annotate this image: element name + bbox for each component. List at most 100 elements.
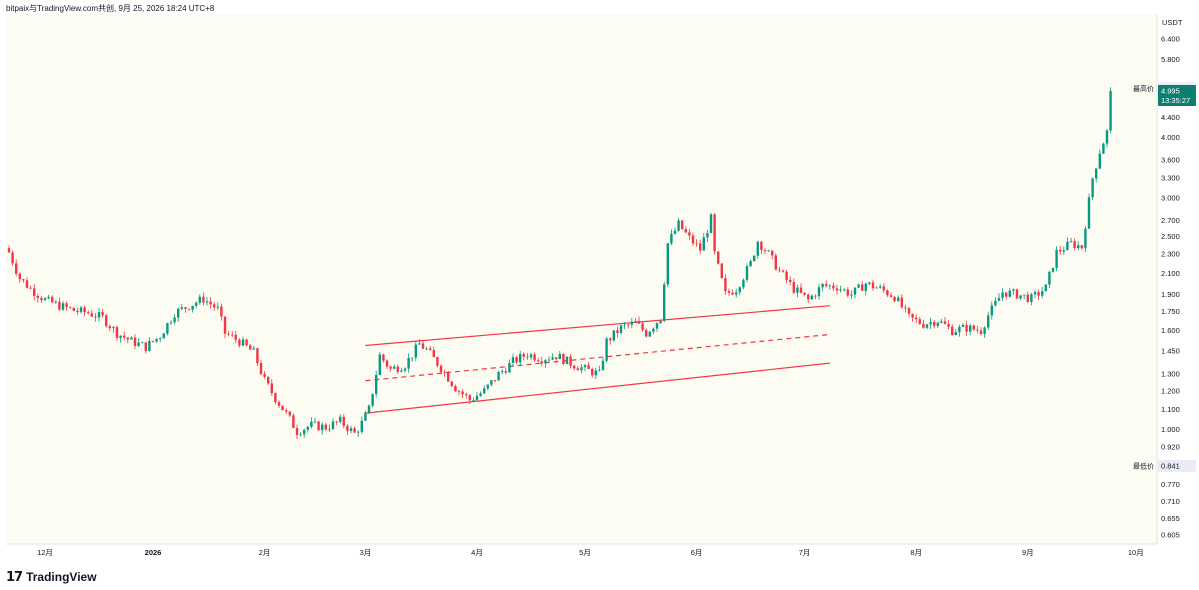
price-tick-label: 2.700 — [1161, 216, 1180, 225]
candle-body — [245, 339, 248, 346]
candle-body — [159, 338, 162, 340]
price-tick-label: 1.000 — [1161, 425, 1180, 434]
candle-body — [961, 324, 965, 327]
candle-body — [1084, 228, 1087, 249]
candle-body — [702, 237, 705, 251]
candle-body — [987, 315, 990, 328]
candle-body — [936, 322, 939, 326]
candle-body — [778, 269, 781, 271]
candle-body — [731, 292, 734, 295]
candle-body — [133, 337, 137, 346]
candle-body — [281, 405, 284, 411]
last-price-tag — [1158, 84, 1196, 106]
candle-body — [749, 260, 752, 267]
plot-background — [6, 14, 1157, 544]
candle-body — [648, 331, 651, 337]
candle-body — [565, 356, 569, 364]
candle-body — [1012, 289, 1015, 291]
candle-body — [180, 307, 183, 309]
candle-body — [155, 338, 158, 342]
candle-body — [72, 307, 75, 311]
candle-body — [954, 332, 957, 336]
price-tick-label: 1.600 — [1161, 326, 1180, 335]
candle-body — [144, 342, 147, 351]
tradingview-logo[interactable]: 17 TradingView — [6, 570, 97, 585]
candle-body — [7, 248, 11, 253]
candle-body — [385, 360, 389, 367]
candle-body — [313, 421, 317, 423]
candle-body — [1077, 245, 1080, 248]
price-chart[interactable]: 6.4005.8005.0534.4004.0003.6003.3003.000… — [0, 0, 1199, 565]
candle-body — [400, 370, 403, 372]
candle-body — [303, 429, 306, 435]
candle-body — [846, 289, 849, 296]
candle-body — [907, 307, 911, 314]
candle-body — [555, 357, 558, 360]
price-tick-label: 0.770 — [1161, 480, 1180, 489]
footer: 17 TradingView — [6, 567, 97, 587]
channel-upper-line[interactable] — [365, 305, 830, 347]
candle-body — [249, 345, 252, 350]
time-tick-label: 9月 — [1022, 548, 1034, 557]
candle-body — [468, 395, 471, 401]
candle-body — [699, 243, 702, 251]
channel-lower-line[interactable] — [365, 362, 830, 414]
candle-body — [47, 296, 50, 299]
candle-body — [861, 284, 864, 291]
candle-body — [256, 348, 259, 364]
candle-body — [720, 263, 723, 279]
channel-middle-line[interactable] — [365, 333, 830, 382]
candle-body — [195, 302, 198, 306]
candle-body — [378, 354, 381, 375]
candle-body — [87, 312, 90, 314]
candle-body — [965, 324, 968, 332]
candle-body — [1033, 292, 1037, 295]
candle-body — [569, 356, 572, 366]
candle-body — [69, 307, 72, 308]
candle-body — [1051, 267, 1055, 272]
candle-body — [515, 357, 518, 363]
parallel-channel[interactable] — [365, 305, 830, 414]
price-tick-label: 1.200 — [1161, 387, 1180, 396]
time-tick-label: 3月 — [360, 548, 372, 557]
candle-body — [508, 362, 511, 373]
time-tick-label: 7月 — [799, 548, 811, 557]
candle-body — [522, 354, 525, 357]
candle-body — [580, 367, 583, 371]
price-tick-label: 4.400 — [1161, 113, 1180, 122]
quote-currency-label: USDT — [1162, 18, 1183, 27]
candle-body — [637, 320, 641, 324]
candle-body — [18, 273, 21, 280]
price-tick-label: 0.920 — [1161, 442, 1180, 451]
price-tick-label: 4.000 — [1161, 133, 1180, 142]
candle-body — [205, 301, 209, 303]
candle-body — [619, 325, 623, 333]
candle-body — [22, 279, 25, 281]
price-tick-label: 1.300 — [1161, 370, 1180, 379]
time-axis[interactable]: 12月 2026 2月 3月 4月 5月 6月 7月 8月 9月 10月 — [37, 548, 1144, 557]
candle-body — [1015, 289, 1019, 299]
candle-body — [817, 287, 821, 297]
price-tick-label: 3.300 — [1161, 174, 1180, 183]
candle-body — [382, 354, 385, 361]
candle-body — [493, 380, 497, 381]
candle-body — [389, 366, 392, 369]
price-tick-label: 1.100 — [1161, 405, 1180, 414]
candle-body — [853, 287, 857, 295]
candle-body — [655, 323, 659, 329]
candle-body — [432, 350, 435, 358]
candle-body — [843, 289, 846, 291]
candle-body — [875, 287, 878, 289]
candle-body — [123, 335, 126, 338]
candle-body — [979, 330, 983, 334]
candle-body — [943, 321, 947, 324]
time-tick-label: 2月 — [259, 548, 271, 557]
candle-body — [663, 284, 666, 321]
candle-body — [612, 330, 615, 341]
candle-body — [529, 354, 533, 358]
candle-body — [25, 280, 29, 288]
candle-body — [414, 344, 417, 358]
price-tick-label: 3.000 — [1161, 194, 1180, 203]
candle-body — [1062, 250, 1065, 252]
candle-body — [601, 360, 605, 370]
